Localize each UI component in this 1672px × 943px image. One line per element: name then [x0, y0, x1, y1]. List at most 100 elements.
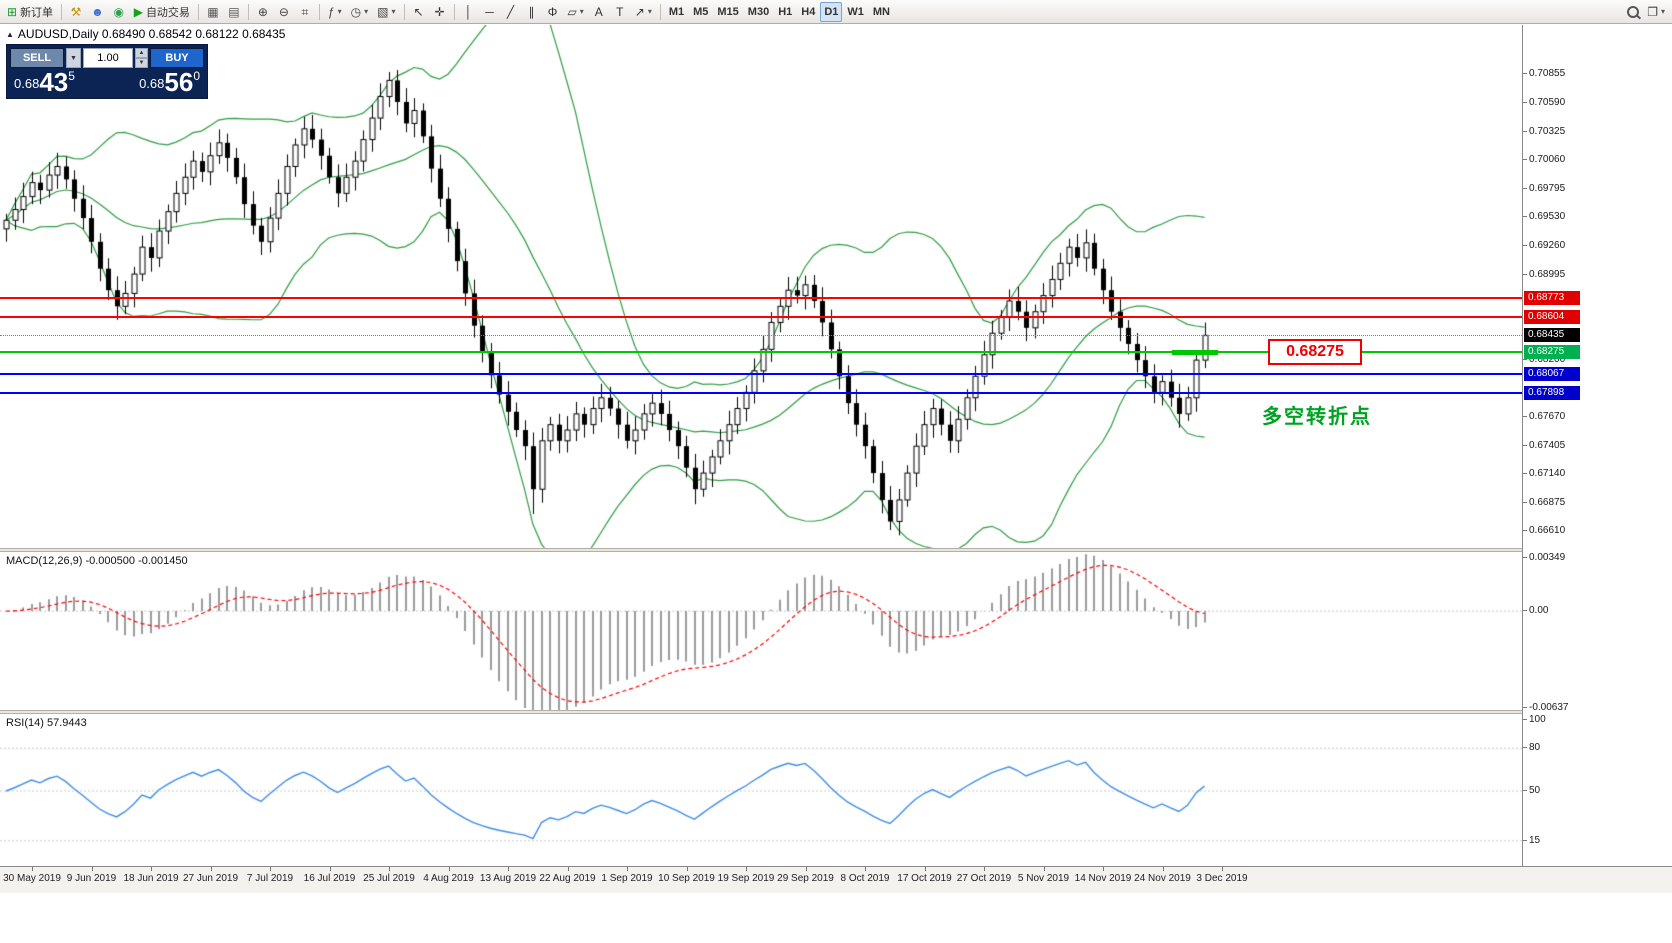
price-axis-tick: 0.67405 — [1522, 439, 1566, 451]
volume-up-button[interactable]: ▲ — [135, 48, 148, 58]
cascade-windows-button[interactable]: ▤ — [224, 2, 244, 22]
toolbar-separator — [659, 3, 661, 20]
panel-splitter[interactable] — [0, 548, 1672, 552]
date-label: 29 Sep 2019 — [777, 873, 834, 884]
grid-button[interactable]: ⌗ — [295, 2, 315, 22]
periods-button[interactable]: ◷ ▾ — [347, 2, 373, 22]
horizontal-line-button[interactable]: ─ — [480, 2, 500, 22]
cursor-button[interactable]: ↖ — [409, 2, 429, 22]
date-label: 1 Sep 2019 — [601, 873, 653, 884]
crosshair-icon: ✛ — [434, 4, 445, 19]
shapes-button[interactable]: ▱ ▾ — [564, 2, 588, 22]
channel-button[interactable]: ∥ — [522, 2, 542, 22]
text-button[interactable]: A — [589, 2, 609, 22]
new-order-button[interactable]: ⊞ 新订单 — [3, 2, 57, 22]
time-axis-tick — [91, 867, 93, 871]
macd-indicator-label: MACD(12,26,9) -0.000500 -0.001450 — [6, 555, 188, 567]
time-axis-tick — [865, 867, 866, 871]
date-label: 13 Aug 2019 — [479, 873, 537, 884]
rsi-axis-tick: 100 — [1523, 714, 1546, 725]
toolbar-separator — [197, 3, 199, 20]
vertical-line-icon: │ — [464, 4, 473, 19]
toolbar: ⊞ 新订单 ⚒ ☻ ◉ ▶ 自动交易 ▦ ▤ ⊕ ⊖ ⌗ ƒ ▾ ◷ ▾ ▧ ▾ ↖ ✛ │ ─ ╱ ∥ Φ ▱ ▾ A T ↗ ▾ M1 M5… — [0, 0, 1672, 24]
volume-down-button[interactable]: ▼ — [135, 58, 148, 68]
search-icon — [1627, 5, 1640, 18]
price-axis-tick: 0.68200 — [1522, 354, 1566, 366]
date-label: 16 Jul 2019 — [303, 873, 356, 884]
chart-windows-button[interactable]: ❐ ▾ — [1643, 2, 1669, 22]
one-click-trading-panel: SELL ▼ ▲ ▼ BUY 0.68 43 5 0.68 56 0 — [6, 44, 208, 99]
arrow-icon: ↗ — [634, 4, 645, 19]
window-icon: ❐ — [1647, 4, 1658, 19]
vertical-line-button[interactable]: │ — [459, 2, 479, 22]
date-label: 19 Sep 2019 — [717, 873, 775, 884]
fibonacci-button[interactable]: Φ — [543, 2, 563, 22]
timeframe-h4-button-label: H4 — [801, 5, 816, 18]
time-axis-tick — [627, 867, 628, 871]
sell-button[interactable]: SELL — [10, 48, 64, 68]
account-button[interactable]: ☻ — [87, 2, 108, 22]
date-label: 4 Aug 2019 — [423, 873, 474, 884]
tile-windows-button[interactable]: ▦ — [203, 2, 223, 22]
buy-button[interactable]: BUY — [150, 48, 204, 68]
time-axis-tick — [686, 867, 688, 871]
panel-splitter[interactable] — [0, 710, 1672, 714]
rsi-indicator-label: RSI(14) 57.9443 — [6, 717, 87, 729]
price-tag-0.68604: 0.68604 — [1524, 309, 1580, 324]
timeframe-mn-button-label: MN — [872, 5, 890, 18]
function-icon: ƒ — [327, 4, 335, 19]
volume-input[interactable] — [83, 48, 133, 68]
timeframe-m30-button-label: M30 — [747, 5, 770, 18]
arrows-button[interactable]: ↗ ▾ — [631, 2, 656, 22]
price-axis-tick: 0.70060 — [1522, 154, 1566, 166]
time-axis-tick — [389, 867, 390, 871]
chart-annotation-text[interactable]: 多空转折点 — [1262, 406, 1372, 428]
date-label: 27 Jun 2019 — [182, 873, 239, 884]
clock-icon: ◷ — [350, 4, 362, 19]
volume-preset-dropdown[interactable]: ▼ — [66, 48, 81, 68]
trendline-button[interactable]: ╱ — [501, 2, 521, 22]
buy-price-sup: 0 — [193, 69, 200, 83]
timeframe-m15-button[interactable]: M15 — [713, 2, 742, 22]
time-axis-tick — [151, 867, 152, 871]
autotrading-button[interactable]: ▶ 自动交易 — [130, 2, 194, 22]
label-button[interactable]: T — [610, 2, 630, 22]
time-axis-tick — [32, 867, 33, 871]
community-button[interactable]: ◉ — [109, 2, 129, 22]
time-axis-tick — [924, 867, 926, 871]
macd-axis-tick: 0.00349 — [1522, 552, 1566, 563]
new-order-icon: ⊞ — [7, 4, 18, 19]
timeframe-m1-button[interactable]: M1 — [665, 2, 688, 22]
mql-editor-button[interactable]: ⚒ — [66, 2, 86, 22]
search-button[interactable] — [1623, 2, 1643, 22]
timeframe-mn-button[interactable]: MN — [869, 2, 894, 22]
price-level-label[interactable]: 0.68275 — [1268, 339, 1362, 366]
time-axis-tick — [984, 867, 985, 871]
timeframe-m5-button[interactable]: M5 — [689, 2, 712, 22]
timeframe-h1-button[interactable]: H1 — [774, 2, 796, 22]
timeframe-d1-button[interactable]: D1 — [820, 1, 843, 22]
templates-button[interactable]: ▧ ▾ — [373, 2, 399, 22]
time-axis-tick — [508, 867, 509, 871]
price-axis-tick: 0.70590 — [1522, 97, 1566, 108]
price-scale[interactable]: 0.70855 0.70590 0.70325 0.70060 0.69795 0.695… — [1522, 25, 1672, 866]
timeframe-h1-button-label: H1 — [778, 5, 793, 18]
indicators-button[interactable]: ƒ ▾ — [324, 2, 346, 22]
toolbar-separator — [247, 3, 249, 20]
zoom-in-button[interactable]: ⊕ — [253, 2, 273, 22]
hammer-icon: ⚒ — [70, 4, 82, 19]
time-axis-tick — [746, 867, 747, 871]
timeframe-h4-button[interactable]: H4 — [797, 2, 819, 22]
price-axis-tick: 0.66610 — [1522, 525, 1566, 537]
timeframe-m30-button[interactable]: M30 — [744, 2, 773, 22]
crosshair-button[interactable]: ✛ — [430, 2, 450, 22]
cascade-windows-icon: ▤ — [228, 4, 240, 19]
time-axis[interactable]: 30 May 2019 9 Jun 2019 18 Jun 2019 27 Jun 2… — [0, 866, 1672, 893]
date-label: 9 Jun 2019 — [66, 873, 117, 884]
date-label: 5 Nov 2019 — [1017, 873, 1070, 884]
timeframe-w1-button[interactable]: W1 — [843, 2, 868, 22]
trendline-icon: ╱ — [506, 4, 515, 19]
timeframe-d1-button-label: D1 — [824, 5, 839, 18]
zoom-out-button[interactable]: ⊖ — [274, 2, 294, 22]
